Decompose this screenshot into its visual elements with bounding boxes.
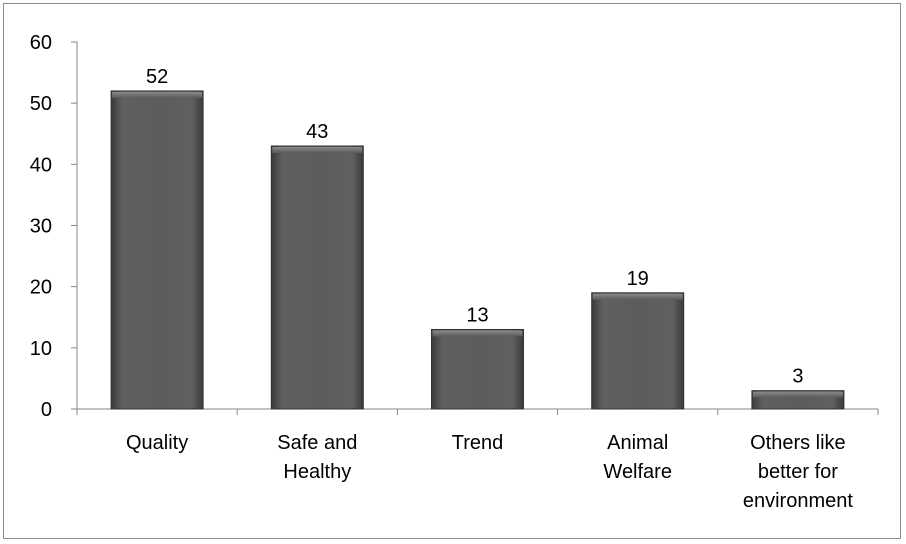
category-label: Animal Welfare (603, 432, 672, 483)
y-tick-label: 50 (30, 93, 52, 115)
category-label: Trend (452, 432, 504, 454)
category-labels: Quality Safe and Healthy Trend Animal Welfare… (126, 432, 853, 512)
category-label: Safe and Healthy (277, 432, 357, 483)
y-tick-label: 20 (30, 277, 52, 299)
y-axis: 0 10 20 30 40 50 60 (30, 32, 78, 421)
data-label: 43 (306, 121, 328, 143)
bar (751, 390, 845, 410)
bar (270, 145, 364, 410)
x-axis (76, 408, 879, 415)
bar-series (110, 90, 845, 410)
bar (591, 292, 685, 410)
bar-top-bevel (112, 91, 203, 98)
bar-body (591, 292, 685, 410)
bar (431, 328, 524, 410)
bar-body (270, 145, 364, 410)
y-tick-label: 30 (30, 216, 52, 238)
y-tick-label: 10 (30, 338, 52, 360)
data-label: 13 (466, 304, 488, 326)
data-label: 52 (146, 66, 168, 88)
bar (110, 90, 204, 410)
bar-body (431, 328, 524, 410)
data-label: 3 (792, 366, 803, 388)
bar-top-bevel (592, 293, 683, 300)
bar-top-bevel (272, 146, 363, 153)
category-label: Others like better for environment (743, 432, 854, 512)
data-labels: 52 43 13 19 3 (146, 66, 803, 388)
bar-top-bevel (752, 391, 843, 398)
y-tick-label: 40 (30, 154, 52, 176)
bar-body (110, 90, 204, 410)
bar-top-bevel (432, 330, 523, 337)
y-tick-label: 60 (30, 32, 52, 54)
data-label: 19 (627, 268, 649, 290)
y-tick-label: 0 (41, 399, 52, 421)
category-label: Quality (126, 432, 188, 454)
